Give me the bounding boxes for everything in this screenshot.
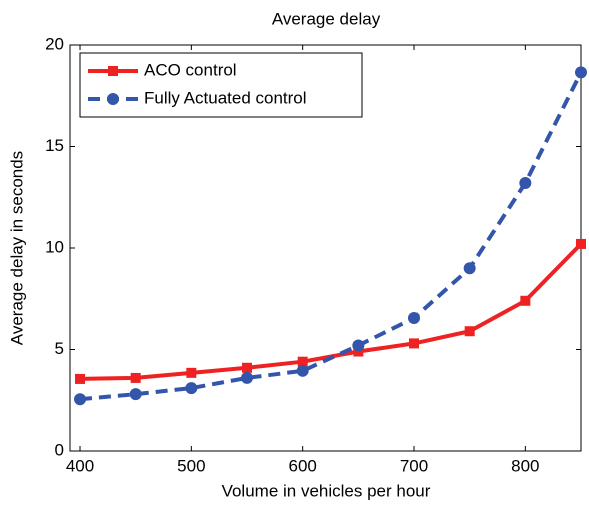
marker: [575, 66, 587, 79]
marker: [241, 371, 254, 384]
x-tick-label: 600: [288, 456, 316, 475]
marker: [186, 367, 197, 378]
marker: [352, 339, 365, 352]
series-line: [79, 71, 583, 402]
marker: [297, 356, 308, 367]
legend-label: Fully Actuated control: [144, 88, 307, 107]
marker: [108, 66, 118, 76]
x-axis-label: Volume in vehicles per hour: [222, 481, 431, 500]
marker: [130, 372, 141, 383]
marker: [463, 262, 476, 275]
marker: [185, 382, 198, 395]
x-tick-label: 800: [511, 456, 539, 475]
x-tick-label: 700: [400, 456, 428, 475]
marker: [129, 388, 142, 401]
marker: [75, 373, 86, 384]
marker: [519, 177, 532, 190]
x-tick-label: 500: [177, 456, 205, 475]
legend-box: [79, 52, 363, 118]
y-tick-label: 0: [55, 440, 64, 459]
legend-label: ACO control: [144, 60, 237, 79]
marker: [107, 93, 119, 105]
marker: [296, 364, 309, 377]
marker: [242, 362, 253, 373]
marker: [520, 295, 531, 306]
y-tick-label: 20: [45, 34, 64, 53]
marker: [408, 312, 421, 325]
y-tick-label: 10: [45, 237, 64, 256]
marker: [409, 338, 420, 349]
marker: [74, 393, 87, 406]
chart-title: Average delay: [272, 9, 381, 28]
marker: [464, 326, 475, 337]
y-axis-label: Average delay in seconds: [7, 151, 26, 345]
marker: [353, 346, 364, 357]
x-tick-label: 400: [66, 456, 94, 475]
y-tick-label: 15: [45, 136, 64, 155]
marker: [576, 238, 586, 249]
y-tick-label: 5: [55, 339, 64, 358]
